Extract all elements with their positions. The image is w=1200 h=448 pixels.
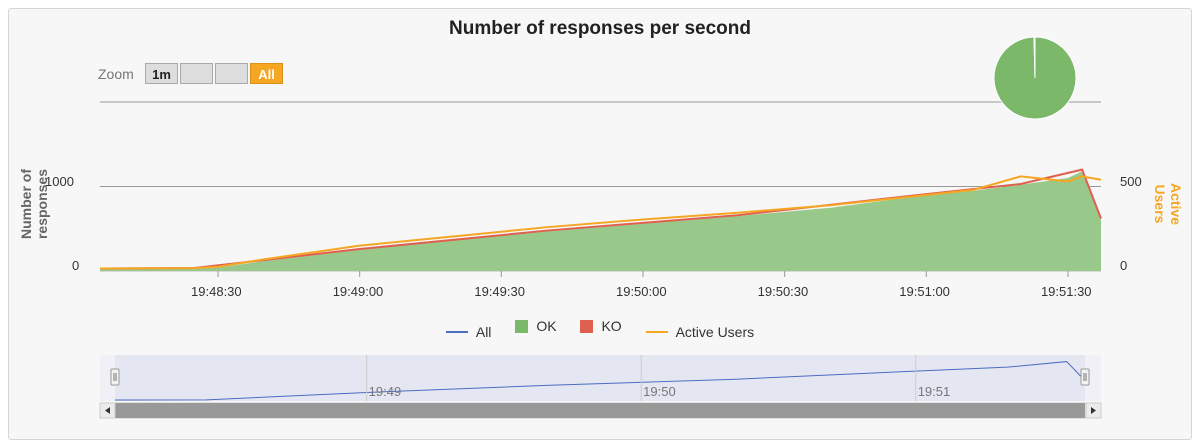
zoom-1m-button[interactable]: 1m (145, 63, 178, 84)
navigator-tick-label-2: 19:51 (917, 384, 951, 399)
x-tick-label-6: 19:51:30 (1040, 284, 1092, 299)
pie-slice-ko (1033, 36, 1036, 79)
legend-ko-swatch (580, 319, 594, 333)
scroll-left-arrow-icon (105, 407, 110, 414)
navigator-handle-left (110, 368, 120, 386)
zoom-button-3[interactable] (215, 63, 248, 84)
navigator-series-line (114, 361, 1086, 401)
y2-tick-500: 500 (1120, 174, 1142, 189)
legend-ok[interactable]: OK (515, 318, 557, 334)
legend-active-users[interactable]: Active Users (645, 323, 755, 340)
chart-title: Number of responses per second (449, 18, 751, 39)
legend-all[interactable]: All (445, 323, 492, 340)
legend: All OK KO Active Users (0, 318, 1200, 340)
x-tick-label-0: 19:48:30 (191, 284, 242, 299)
series-active-users-line (99, 175, 1102, 270)
scrollbar-thumb (115, 403, 1085, 418)
y2-tick-0: 0 (1120, 258, 1128, 273)
legend-all-label: All (475, 323, 492, 340)
zoom-button-2[interactable] (180, 63, 213, 84)
zoom-all-button[interactable]: All (250, 63, 283, 84)
legend-active-users-swatch (645, 330, 668, 333)
zoom-label: Zoom (98, 66, 134, 82)
navigator-tick-label-1: 19:50 (643, 384, 676, 399)
legend-all-swatch (445, 330, 468, 333)
legend-ko-label: KO (601, 318, 622, 334)
scroll-right-arrow-icon (1091, 407, 1096, 414)
navigator-tick-label-0: 19:49 (368, 384, 402, 399)
x-tick-label-2: 19:49:30 (474, 284, 525, 299)
navigator-selection (115, 355, 1085, 401)
x-tick-label-3: 19:50:00 (615, 284, 667, 299)
y-tick-1000: 1000 (45, 174, 74, 189)
legend-ko[interactable]: KO (580, 318, 622, 334)
legend-ok-swatch (515, 319, 529, 333)
x-tick-label-1: 19:49:00 (332, 284, 384, 299)
y-tick-0: 0 (72, 258, 80, 273)
legend-active-users-label: Active Users (675, 323, 755, 340)
x-tick-label-4: 19:50:30 (757, 284, 809, 299)
navigator-handle-right (1080, 368, 1090, 386)
series-ok-area (100, 171, 1101, 271)
legend-ok-label: OK (536, 318, 557, 334)
x-tick-label-5: 19:51:00 (899, 284, 950, 299)
